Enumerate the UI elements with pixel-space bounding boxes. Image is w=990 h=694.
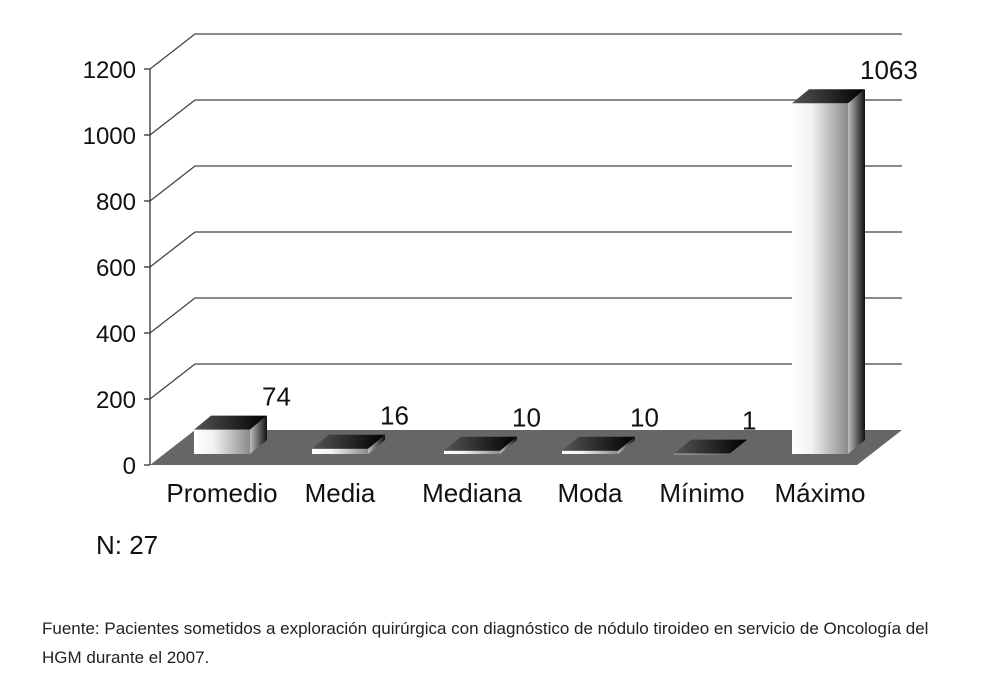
bar-moda <box>562 436 635 454</box>
data-label: 74 <box>262 382 291 412</box>
y-tick-label: 200 <box>96 387 136 414</box>
x-category-label: Mediana <box>422 478 522 508</box>
x-category-label: Media <box>305 478 376 508</box>
gridline-diagonal <box>149 33 196 70</box>
bar-mínimo <box>674 439 747 455</box>
bar-side <box>848 89 865 455</box>
data-label: 10 <box>630 403 659 433</box>
source-caption: Fuente: Pacientes sometidos a exploració… <box>42 619 929 667</box>
y-tick-label: 1000 <box>83 123 136 150</box>
bar-front <box>444 450 500 454</box>
gridline-diagonal <box>149 363 196 400</box>
y-tick-label: 800 <box>96 189 136 216</box>
x-category-label: Mínimo <box>659 478 744 508</box>
bar-top <box>674 439 747 454</box>
bar-front <box>562 450 618 454</box>
gridline-diagonal <box>149 165 196 202</box>
bar-side <box>250 415 267 454</box>
sample-size-note: N: 27 <box>96 530 159 560</box>
y-tick-label: 600 <box>96 255 136 282</box>
y-tick-label: 0 <box>123 453 136 480</box>
bar-top <box>444 436 517 451</box>
bar-front <box>194 429 250 454</box>
bar-side <box>618 436 635 454</box>
data-label: 1063 <box>860 55 918 85</box>
data-label: 16 <box>380 401 409 431</box>
data-label: 1 <box>742 406 756 436</box>
y-axis: 0 200 400 600 800 1000 1200 <box>83 57 151 480</box>
bar-chart: 0 200 400 600 800 1000 1200 74 Promedio 16 Media 1… <box>83 33 918 508</box>
bar-media <box>312 434 385 454</box>
data-label: 10 <box>512 403 541 433</box>
bar-top <box>194 415 267 430</box>
x-category-label: Promedio <box>166 478 277 508</box>
bar-side <box>500 436 517 454</box>
bar-front <box>312 448 368 454</box>
bar-side <box>368 434 385 454</box>
bar-front <box>674 453 730 455</box>
bar-top <box>792 89 865 104</box>
y-tick-label: 1200 <box>83 57 136 84</box>
bar-front <box>792 103 848 455</box>
bars <box>194 89 865 455</box>
x-category-label: Máximo <box>774 478 865 508</box>
y-tick-label: 400 <box>96 321 136 348</box>
bar-top <box>312 434 385 449</box>
bar-side <box>730 439 747 454</box>
labels: 74 Promedio 16 Media 10 Mediana 10 Moda 1 Mínimo 1… <box>166 55 917 508</box>
gridline-diagonal <box>149 99 196 136</box>
gridline-diagonal <box>149 231 196 268</box>
bar-máximo <box>792 89 865 455</box>
bar-top <box>562 436 635 451</box>
gridline-diagonal <box>149 297 196 334</box>
bar-promedio <box>194 415 267 454</box>
x-category-label: Moda <box>557 478 623 508</box>
bar-mediana <box>444 436 517 454</box>
gridlines <box>149 33 902 400</box>
